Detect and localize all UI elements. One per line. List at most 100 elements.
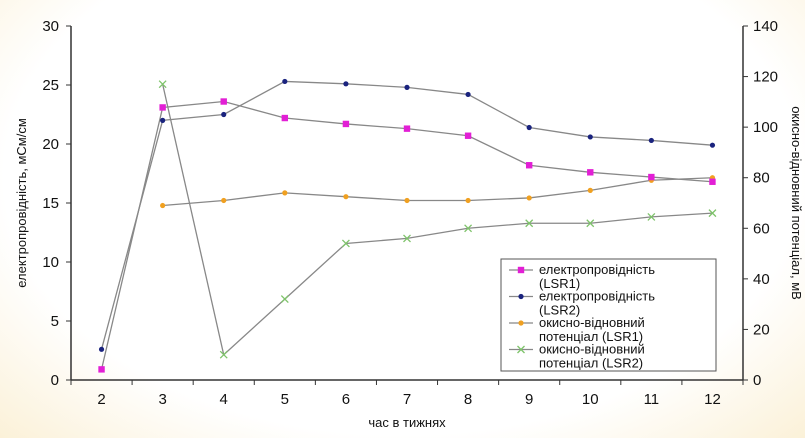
x-tick-label: 9 bbox=[525, 391, 533, 408]
legend-label: окисно-відновний bbox=[539, 342, 645, 357]
x-tick-label: 4 bbox=[220, 391, 228, 408]
legend-entry: електропровідність(LSR2) bbox=[509, 289, 655, 318]
data-point bbox=[343, 194, 349, 200]
legend-label: електропровідність bbox=[539, 262, 655, 277]
y-axis-label-left: електропровідність, мСм/см bbox=[14, 118, 29, 288]
data-point bbox=[518, 293, 524, 300]
y-tick-label-right: 120 bbox=[753, 69, 778, 86]
legend-label: потенціал (LSR1) bbox=[539, 329, 643, 344]
x-tick-label: 3 bbox=[158, 391, 166, 408]
right-axis-ticks: 0 20 40 60 80 100 120 140 bbox=[743, 18, 778, 389]
data-point bbox=[465, 197, 471, 204]
legend-entries: електропровідність(LSR1)електропровідніс… bbox=[509, 262, 655, 371]
data-point bbox=[98, 366, 105, 373]
x-tick-label: 10 bbox=[582, 391, 599, 408]
legend-label: електропровідність bbox=[539, 289, 655, 304]
x-tick-label: 5 bbox=[281, 391, 289, 408]
data-point bbox=[98, 346, 105, 352]
y-tick-label-right: 100 bbox=[753, 119, 778, 136]
x-tick-label: 7 bbox=[403, 391, 411, 408]
data-point bbox=[518, 320, 524, 326]
data-point bbox=[403, 234, 411, 243]
y-axis-label-right: окисно-відновний потенціал, мВ bbox=[789, 106, 804, 300]
y-tick-label-left: 20 bbox=[42, 136, 59, 153]
data-point bbox=[708, 209, 717, 218]
data-point bbox=[221, 197, 227, 204]
data-point bbox=[587, 134, 593, 140]
data-point bbox=[517, 266, 525, 274]
data-point bbox=[464, 224, 473, 233]
y-tick-label-left: 0 bbox=[51, 372, 59, 389]
y-tick-label-right: 80 bbox=[753, 170, 770, 187]
data-point bbox=[525, 219, 534, 228]
data-point bbox=[219, 350, 228, 359]
y-tick-label-right: 20 bbox=[753, 321, 770, 338]
series-3 bbox=[160, 175, 716, 209]
y-tick-label-left: 25 bbox=[42, 77, 59, 94]
y-tick-label-left: 15 bbox=[42, 195, 59, 212]
data-point bbox=[464, 132, 472, 139]
data-point bbox=[221, 111, 227, 118]
legend-label: окисно-відновний bbox=[539, 315, 645, 330]
y-tick-label-left: 10 bbox=[42, 254, 59, 271]
data-point bbox=[587, 169, 594, 176]
x-tick-label: 6 bbox=[342, 391, 350, 408]
data-point bbox=[280, 295, 289, 304]
data-point bbox=[526, 124, 532, 131]
series-2 bbox=[98, 78, 716, 352]
data-point bbox=[282, 78, 288, 85]
legend-label: потенціал (LSR2) bbox=[539, 356, 643, 371]
data-point bbox=[526, 195, 532, 201]
series-layer bbox=[98, 78, 717, 373]
data-point bbox=[587, 187, 593, 193]
data-point bbox=[517, 345, 525, 354]
series-4 bbox=[158, 80, 717, 359]
legend-label: (LSR2) bbox=[539, 303, 580, 318]
data-point bbox=[465, 91, 471, 98]
data-point bbox=[525, 162, 533, 169]
data-point bbox=[342, 120, 350, 128]
data-point bbox=[160, 202, 166, 209]
data-point bbox=[159, 104, 166, 111]
data-point bbox=[648, 173, 655, 181]
y-tick-label-right: 60 bbox=[753, 220, 770, 237]
series-line bbox=[162, 84, 713, 356]
x-tick-label: 2 bbox=[97, 391, 105, 408]
data-point bbox=[709, 142, 716, 148]
data-point bbox=[220, 98, 227, 105]
x-tick-label: 12 bbox=[704, 391, 721, 408]
legend: електропровідність(LSR1)електропровідніс… bbox=[500, 258, 717, 372]
x-tick-label: 8 bbox=[464, 391, 472, 408]
legend-box bbox=[500, 258, 717, 372]
y-tick-label-left: 5 bbox=[51, 313, 59, 330]
data-point bbox=[282, 190, 288, 196]
y-tick-label-left: 30 bbox=[42, 18, 59, 35]
x-axis-label: час в тижнях bbox=[368, 415, 446, 430]
x-axis-ticks: 2 3 4 5 6 7 8 9 10 11 12 bbox=[70, 380, 744, 408]
data-point bbox=[709, 178, 716, 185]
legend-entry: електропровідність(LSR1) bbox=[509, 262, 655, 291]
data-point bbox=[647, 212, 656, 221]
y-tick-label-right: 0 bbox=[753, 372, 761, 389]
series-line bbox=[162, 177, 713, 207]
data-point bbox=[281, 114, 289, 122]
data-point bbox=[648, 137, 654, 144]
series-1 bbox=[98, 98, 716, 373]
legend-label: (LSR1) bbox=[539, 276, 580, 291]
data-point bbox=[404, 197, 410, 204]
x-tick-label: 11 bbox=[644, 391, 660, 408]
data-point bbox=[341, 239, 350, 248]
data-point bbox=[160, 117, 166, 123]
data-point bbox=[403, 125, 411, 132]
data-point bbox=[158, 80, 167, 89]
left-axis-ticks: 0 5 10 15 20 25 30 bbox=[42, 18, 71, 389]
data-point bbox=[343, 81, 349, 87]
y-tick-label-right: 140 bbox=[753, 18, 778, 35]
data-point bbox=[404, 84, 410, 90]
y-tick-label-right: 40 bbox=[753, 271, 770, 288]
data-point bbox=[586, 219, 595, 228]
